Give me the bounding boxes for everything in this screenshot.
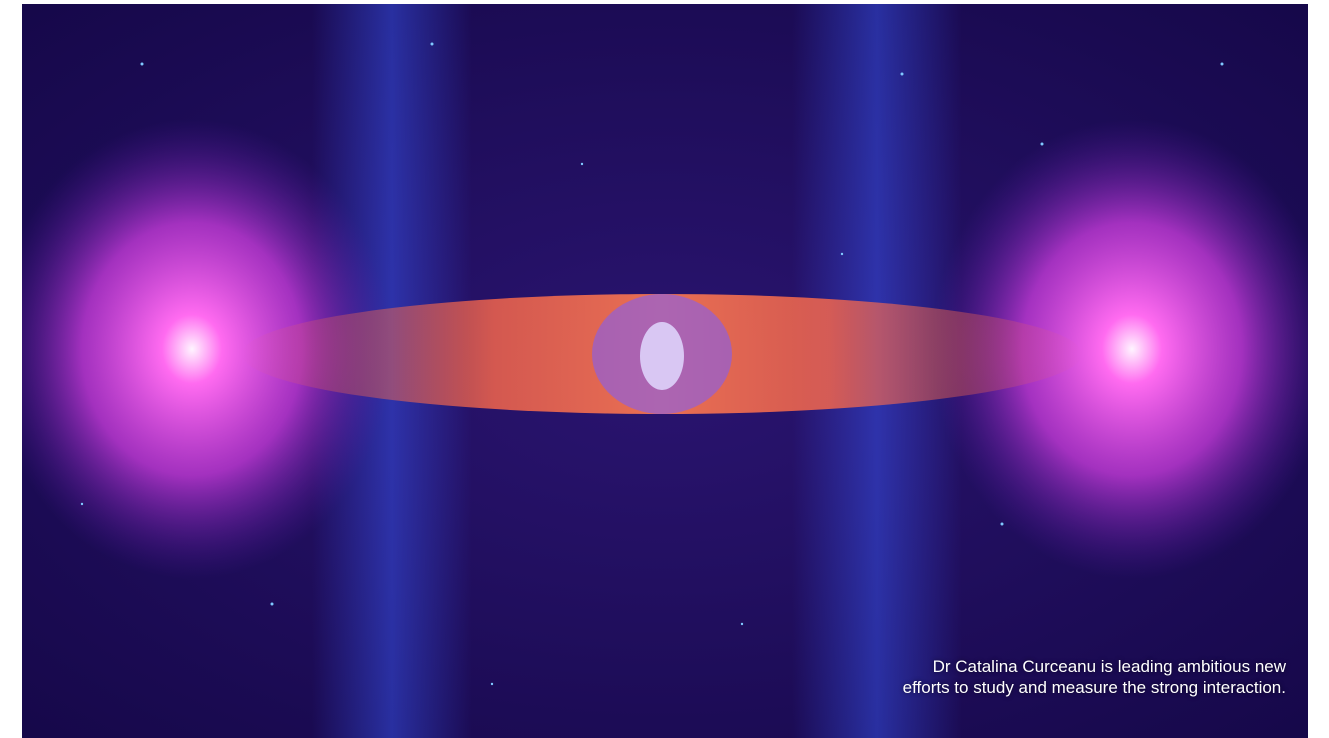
image-caption: Dr Catalina Curceanu is leading ambitiou…	[902, 657, 1286, 697]
hero-image	[22, 4, 1308, 738]
